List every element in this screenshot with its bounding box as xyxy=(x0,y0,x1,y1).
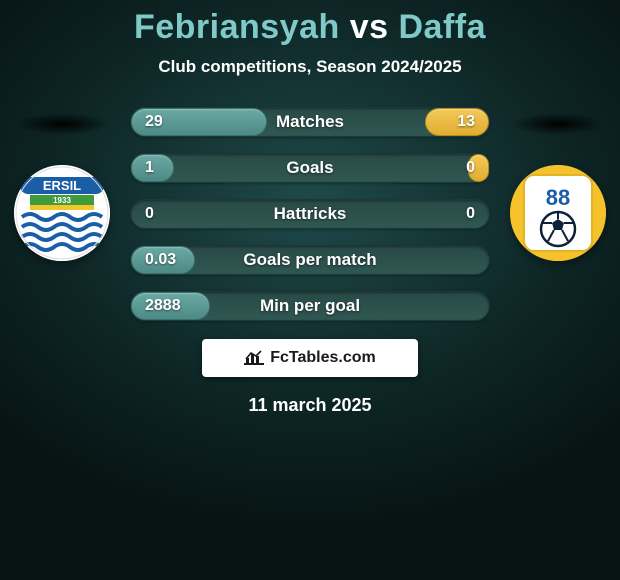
stat-row: 00Hattricks xyxy=(130,199,490,229)
stat-label: Matches xyxy=(131,112,489,132)
stat-row: 2913Matches xyxy=(130,107,490,137)
date-text: 11 march 2025 xyxy=(0,395,620,416)
team-logo-right: 88 xyxy=(510,165,606,261)
source-badge[interactable]: FcTables.com xyxy=(202,339,418,377)
right-side: 88 xyxy=(508,107,608,261)
shadow-icon xyxy=(511,113,605,135)
chart-icon xyxy=(244,349,264,367)
stat-bars: 2913Matches 10Goals 00Hattricks 0.03Goals p… xyxy=(130,107,490,321)
logo-left-year: 1933 xyxy=(53,196,71,205)
subtitle: Club competitions, Season 2024/2025 xyxy=(0,57,620,77)
stat-row: 0.03Goals per match xyxy=(130,245,490,275)
player2-name: Daffa xyxy=(399,8,487,46)
team-logo-right-svg: 88 xyxy=(510,165,606,261)
page-title: Febriansyah vs Daffa xyxy=(0,0,620,47)
stat-label: Goals xyxy=(131,158,489,178)
logo-left-top-text: ERSIL xyxy=(43,178,81,193)
stat-label: Hattricks xyxy=(131,204,489,224)
logo-right-number: 88 xyxy=(546,185,570,210)
source-badge-label: FcTables.com xyxy=(270,349,376,367)
team-logo-left-svg: ERSIL 1933 xyxy=(14,165,110,261)
vs-text: vs xyxy=(350,8,389,46)
stat-label: Goals per match xyxy=(131,250,489,270)
team-logo-left: ERSIL 1933 xyxy=(14,165,110,261)
shadow-icon xyxy=(15,113,109,135)
stat-row: 2888Min per goal xyxy=(130,291,490,321)
stat-label: Min per goal xyxy=(131,296,489,316)
left-side: ERSIL 1933 xyxy=(12,107,112,261)
comparison-content: ERSIL 1933 2913Matches 10Goals 00Hattricks… xyxy=(0,107,620,321)
player1-name: Febriansyah xyxy=(134,8,340,46)
stat-row: 10Goals xyxy=(130,153,490,183)
